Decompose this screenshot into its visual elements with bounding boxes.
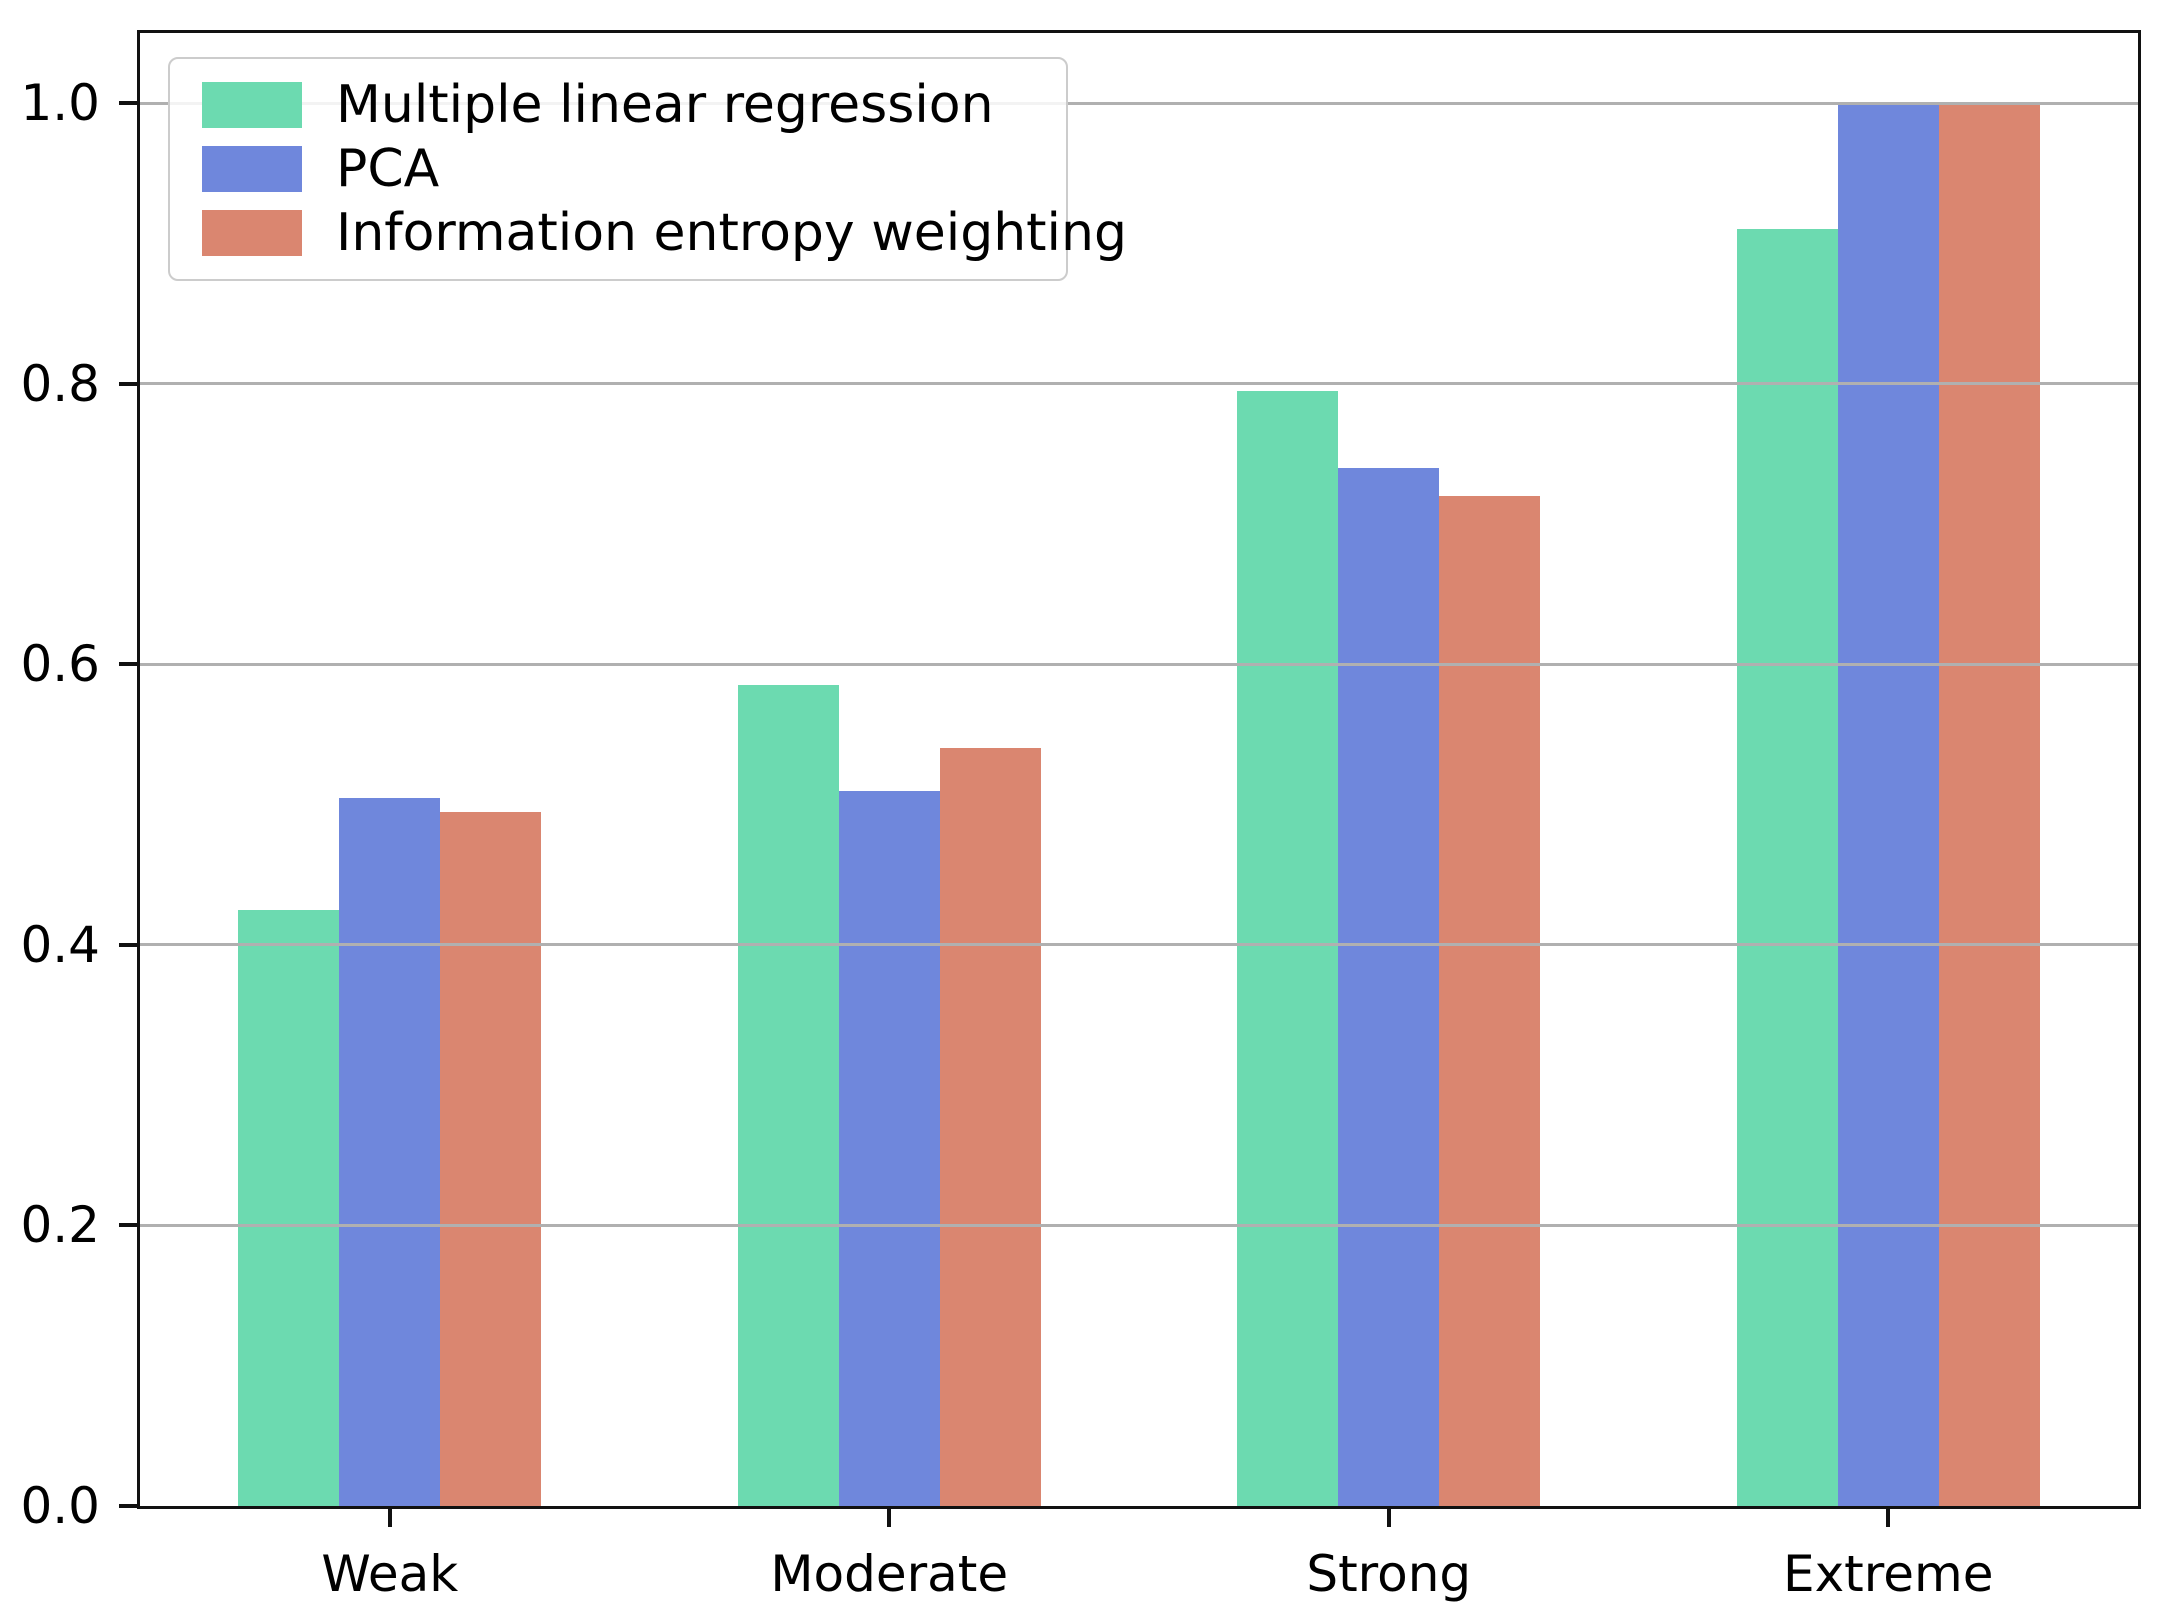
- y-tick-0.6: [119, 662, 140, 667]
- y-tick-0.2: [119, 1223, 140, 1228]
- legend-swatch-salmon-icon: [202, 210, 302, 256]
- bar-extreme-iew: [1938, 103, 2040, 1506]
- y-tick-label-0.0: 0.0: [20, 1477, 100, 1535]
- x-tick-moderate: [887, 1506, 892, 1527]
- bar-extreme-mlr: [1736, 229, 1838, 1506]
- legend-label-pca: PCA: [336, 139, 440, 199]
- legend-swatch-blue-icon: [202, 146, 302, 192]
- legend-swatch-green-icon: [202, 82, 302, 128]
- gridline-y-0.2: [140, 1223, 2138, 1227]
- legend-label-multiple-linear-regression: Multiple linear regression: [336, 75, 994, 135]
- legend-item-multiple-linear-regression: Multiple linear regression: [202, 75, 1066, 135]
- y-tick-label-0.6: 0.6: [20, 635, 100, 694]
- y-tick-0.0: [119, 1504, 140, 1508]
- gridline-y-1.0: [140, 101, 2138, 105]
- x-tick-label-extreme: Extreme: [1783, 1545, 1994, 1603]
- grid-layer: [140, 33, 2138, 1506]
- y-tick-label-0.8: 0.8: [20, 354, 100, 413]
- y-tick-label-1.0: 1.0: [20, 74, 100, 133]
- y-tick-label-0.4: 0.4: [20, 915, 100, 974]
- bar-moderate-mlr: [737, 685, 839, 1506]
- bar-moderate-iew: [939, 748, 1041, 1506]
- x-tick-extreme: [1886, 1506, 1891, 1527]
- x-tick-strong: [1386, 1506, 1391, 1527]
- gridline-y-0.6: [140, 662, 2138, 666]
- ticks-layer: 0.0 0.2 0.4 0.6 0.8 1.0 Weak Moderate Strong Extr…: [20, 33, 2138, 1603]
- legend-item-information-entropy-weighting: Information entropy weighting: [202, 203, 1127, 263]
- gridline-y-0.8: [140, 382, 2138, 386]
- bar-moderate-pca: [838, 790, 940, 1506]
- bar-weak-pca: [339, 797, 441, 1506]
- bars-layer: [140, 33, 2138, 1506]
- bar-weak-mlr: [238, 909, 340, 1506]
- y-tick-0.4: [119, 942, 140, 947]
- plot-area: 0.0 0.2 0.4 0.6 0.8 1.0 Weak Moderate Strong Extr…: [20, 30, 2141, 1603]
- x-tick-weak: [387, 1506, 392, 1527]
- y-tick-0.8: [119, 381, 140, 386]
- y-tick-1.0: [119, 101, 140, 106]
- legend: Multiple linear regression PCA Informati…: [168, 57, 1127, 281]
- bar-extreme-pca: [1837, 103, 1939, 1506]
- x-tick-label-weak: Weak: [321, 1545, 459, 1603]
- y-tick-label-0.2: 0.2: [20, 1196, 100, 1255]
- bar-weak-iew: [440, 811, 542, 1506]
- x-tick-label-moderate: Moderate: [770, 1545, 1009, 1603]
- legend-item-pca: PCA: [202, 139, 1066, 199]
- gridline-y-0.4: [140, 943, 2138, 947]
- bar-strong-mlr: [1237, 390, 1339, 1506]
- bar-strong-pca: [1338, 467, 1440, 1506]
- x-tick-label-strong: Strong: [1306, 1545, 1472, 1603]
- legend-label-information-entropy-weighting: Information entropy weighting: [336, 203, 1127, 263]
